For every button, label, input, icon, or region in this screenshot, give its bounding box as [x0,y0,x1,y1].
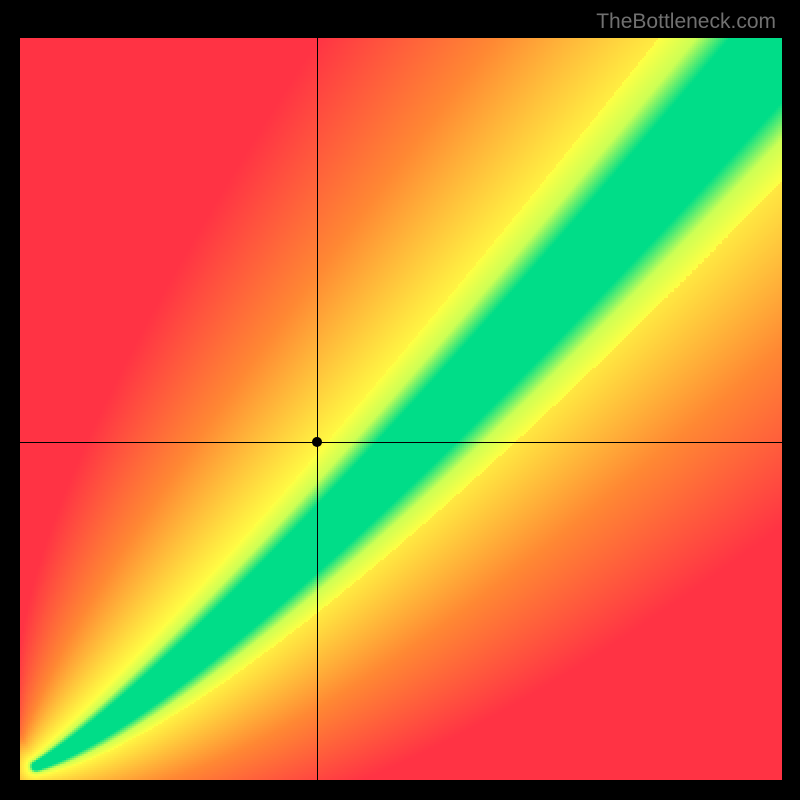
heatmap-chart [20,38,782,780]
heatmap-canvas [20,38,782,780]
watermark-text: TheBottleneck.com [596,10,776,34]
